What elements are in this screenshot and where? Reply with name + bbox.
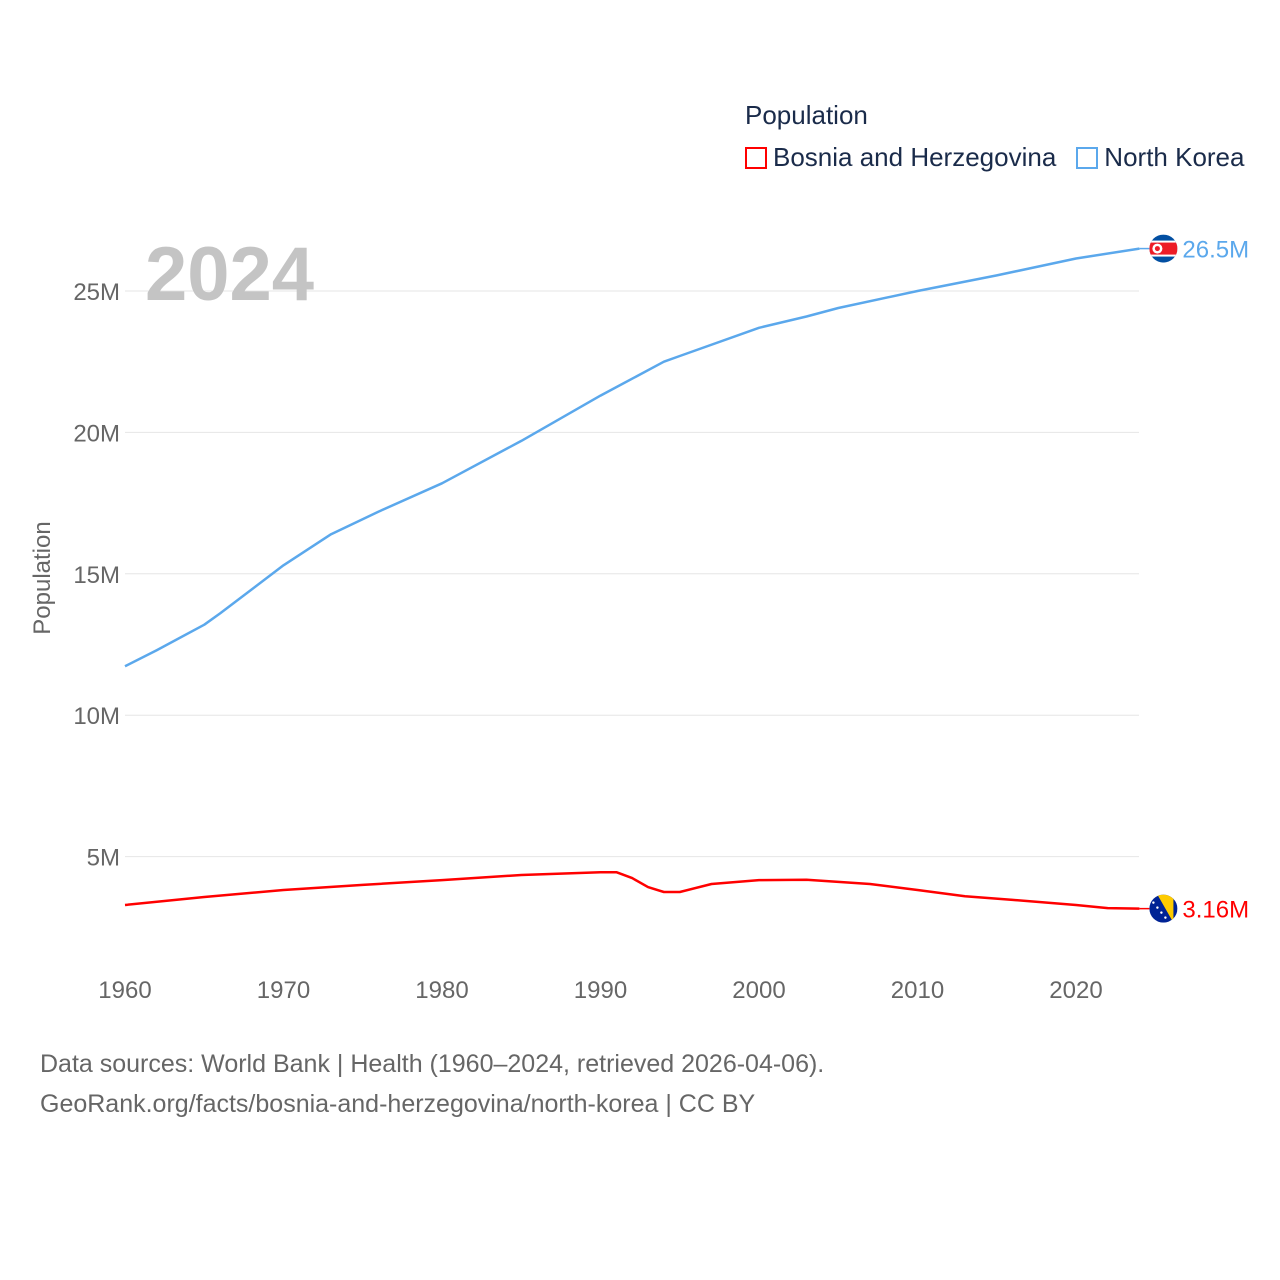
- legend-swatch-bosnia: [745, 146, 767, 169]
- legend-swatch-north-korea: [1076, 146, 1099, 169]
- source-link[interactable]: GeoRank.org/facts/bosnia-and-herzegovina…: [40, 1090, 756, 1118]
- legend-title: Population: [745, 100, 868, 130]
- x-tick-label: 1990: [574, 977, 627, 1004]
- series-line-north-korea: [124, 247, 1140, 668]
- end-value-label: 3.16M: [1182, 897, 1249, 924]
- x-tick-label: 2000: [732, 977, 785, 1004]
- data-source-text: Data sources: World Bank | Health (1960–…: [40, 1050, 825, 1078]
- year-watermark: 2024: [145, 232, 314, 317]
- x-tick-label: 1960: [98, 977, 151, 1004]
- y-tick-label: 5M: [87, 845, 120, 872]
- y-tick-label: 10M: [73, 703, 120, 730]
- x-tick-label: 2010: [891, 977, 944, 1004]
- x-tick-label: 2020: [1049, 977, 1102, 1004]
- bosnia-flag-icon: [1149, 894, 1178, 923]
- y-tick-label: 25M: [73, 279, 120, 306]
- y-tick-label: 20M: [73, 420, 120, 447]
- legend-label: North Korea: [1104, 142, 1245, 172]
- end-value-label: 26.5M: [1182, 237, 1249, 264]
- legend-item-north-korea[interactable]: North Korea: [1076, 142, 1244, 173]
- legend-item-bosnia[interactable]: Bosnia and Herzegovina: [745, 142, 1056, 173]
- legend-label: Bosnia and Herzegovina: [773, 142, 1057, 172]
- legend: Bosnia and Herzegovina North Korea: [745, 142, 1244, 173]
- y-axis-label: Population: [29, 521, 56, 634]
- x-tick-label: 1970: [257, 977, 310, 1004]
- series-line-bosnia: [124, 870, 1140, 910]
- y-tick-label: 15M: [73, 562, 120, 589]
- x-tick-label: 1980: [415, 977, 468, 1004]
- footer: Data sources: World Bank | Health (1960–…: [40, 1044, 824, 1124]
- north-korea-flag-icon: [1149, 234, 1178, 263]
